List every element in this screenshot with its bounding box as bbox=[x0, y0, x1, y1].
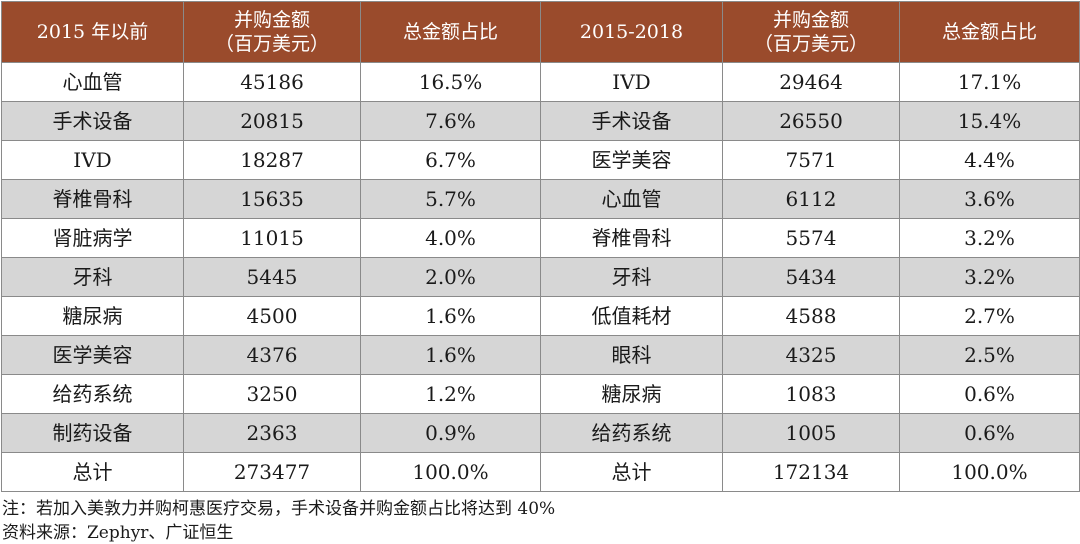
table-cell: 总计 bbox=[540, 452, 723, 492]
table-cell: 16.5% bbox=[360, 62, 541, 102]
table-cell: 5445 bbox=[183, 257, 361, 297]
header-cell: 并购金额 （百万美元） bbox=[722, 1, 900, 63]
table-cell: 医学美容 bbox=[1, 335, 184, 375]
header-cell: 总金额占比 bbox=[899, 1, 1080, 63]
table-row: 肾脏病学 11015 4.0% 脊椎骨科 5574 3.2% bbox=[1, 218, 1080, 258]
table-cell: 26550 bbox=[722, 101, 900, 141]
header-cell: 2015-2018 bbox=[540, 1, 723, 63]
table-cell: 5.7% bbox=[360, 179, 541, 219]
table-cell: 29464 bbox=[722, 62, 900, 102]
source-note: 资料来源：Zephyr、广证恒生 bbox=[2, 523, 234, 543]
table-cell: 0.6% bbox=[899, 374, 1080, 414]
table-cell: 11015 bbox=[183, 218, 361, 258]
table-row: 医学美容 4376 1.6% 眼科 4325 2.5% bbox=[1, 335, 1080, 375]
table-row: 总计 273477 100.0% 总计 172134 100.0% bbox=[1, 452, 1080, 492]
table-row: 糖尿病 4500 1.6% 低值耗材 4588 2.7% bbox=[1, 296, 1080, 336]
table-cell: 牙科 bbox=[540, 257, 723, 297]
table-cell: 肾脏病学 bbox=[1, 218, 184, 258]
table-cell: 6112 bbox=[722, 179, 900, 219]
table-cell: 2.5% bbox=[899, 335, 1080, 375]
table-cell: 7.6% bbox=[360, 101, 541, 141]
table-body: 心血管 45186 16.5% IVD 29464 17.1% 手术设备 20815 7.6% 手… bbox=[1, 62, 1080, 492]
table-cell: 低值耗材 bbox=[540, 296, 723, 336]
header-cell: 总金额占比 bbox=[360, 1, 541, 63]
table-row: 制药设备 2363 0.9% 给药系统 1005 0.6% bbox=[1, 413, 1080, 453]
table-cell: 20815 bbox=[183, 101, 361, 141]
table-cell: 7571 bbox=[722, 140, 900, 180]
table-cell: 眼科 bbox=[540, 335, 723, 375]
table-cell: 45186 bbox=[183, 62, 361, 102]
table-cell: 4376 bbox=[183, 335, 361, 375]
table-cell: 1.2% bbox=[360, 374, 541, 414]
table-cell: IVD bbox=[1, 140, 184, 180]
table-cell: 手术设备 bbox=[1, 101, 184, 141]
ma-table: 2015 年以前 并购金额 （百万美元） 总金额占比 2015-2018 并购金额 （百… bbox=[1, 1, 1080, 492]
table-cell: 273477 bbox=[183, 452, 361, 492]
table-cell: 15.4% bbox=[899, 101, 1080, 141]
table-cell: 3.6% bbox=[899, 179, 1080, 219]
table-cell: 糖尿病 bbox=[540, 374, 723, 414]
table-cell: 4325 bbox=[722, 335, 900, 375]
table-cell: 3.2% bbox=[899, 257, 1080, 297]
table-cell: 5574 bbox=[722, 218, 900, 258]
table-cell: 17.1% bbox=[899, 62, 1080, 102]
table-cell: 2.7% bbox=[899, 296, 1080, 336]
table-cell: 18287 bbox=[183, 140, 361, 180]
header-row: 2015 年以前 并购金额 （百万美元） 总金额占比 2015-2018 并购金额 （百… bbox=[1, 1, 1080, 63]
table-cell: 手术设备 bbox=[540, 101, 723, 141]
table-cell: 1.6% bbox=[360, 296, 541, 336]
table-cell: 100.0% bbox=[899, 452, 1080, 492]
table-cell: 给药系统 bbox=[540, 413, 723, 453]
table-cell: 心血管 bbox=[540, 179, 723, 219]
table-cell: 1083 bbox=[722, 374, 900, 414]
table-cell: 制药设备 bbox=[1, 413, 184, 453]
header-cell: 并购金额 （百万美元） bbox=[183, 1, 361, 63]
table-cell: 4.0% bbox=[360, 218, 541, 258]
table-cell: 糖尿病 bbox=[1, 296, 184, 336]
table-cell: 牙科 bbox=[1, 257, 184, 297]
table-row: IVD 18287 6.7% 医学美容 7571 4.4% bbox=[1, 140, 1080, 180]
table-cell: 2.0% bbox=[360, 257, 541, 297]
table-cell: 4588 bbox=[722, 296, 900, 336]
table-cell: 心血管 bbox=[1, 62, 184, 102]
table-row: 牙科 5445 2.0% 牙科 5434 3.2% bbox=[1, 257, 1080, 297]
table-cell: 3250 bbox=[183, 374, 361, 414]
table-cell: 脊椎骨科 bbox=[540, 218, 723, 258]
table-cell: 医学美容 bbox=[540, 140, 723, 180]
table-cell: 3.2% bbox=[899, 218, 1080, 258]
table-row: 手术设备 20815 7.6% 手术设备 26550 15.4% bbox=[1, 101, 1080, 141]
footnote: 注：若加入美敦力并购柯惠医疗交易，手术设备并购金额占比将达到 40% bbox=[2, 499, 556, 519]
table-cell: IVD bbox=[540, 62, 723, 102]
table-cell: 172134 bbox=[722, 452, 900, 492]
table-cell: 5434 bbox=[722, 257, 900, 297]
table-cell: 1005 bbox=[722, 413, 900, 453]
table-cell: 0.9% bbox=[360, 413, 541, 453]
table-cell: 给药系统 bbox=[1, 374, 184, 414]
table-row: 脊椎骨科 15635 5.7% 心血管 6112 3.6% bbox=[1, 179, 1080, 219]
table-row: 给药系统 3250 1.2% 糖尿病 1083 0.6% bbox=[1, 374, 1080, 414]
table-cell: 4.4% bbox=[899, 140, 1080, 180]
table-cell: 1.6% bbox=[360, 335, 541, 375]
table-cell: 6.7% bbox=[360, 140, 541, 180]
table-cell: 0.6% bbox=[899, 413, 1080, 453]
table-cell: 2363 bbox=[183, 413, 361, 453]
header-cell: 2015 年以前 bbox=[1, 1, 184, 63]
table-cell: 15635 bbox=[183, 179, 361, 219]
table-cell: 脊椎骨科 bbox=[1, 179, 184, 219]
table-cell: 100.0% bbox=[360, 452, 541, 492]
table-cell: 4500 bbox=[183, 296, 361, 336]
table-row: 心血管 45186 16.5% IVD 29464 17.1% bbox=[1, 62, 1080, 102]
table-cell: 总计 bbox=[1, 452, 184, 492]
